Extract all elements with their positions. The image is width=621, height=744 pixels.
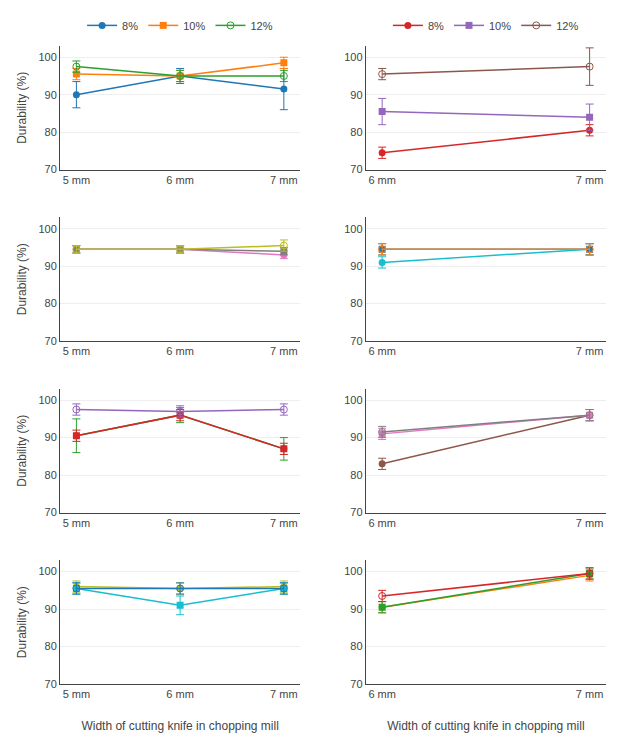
svg-text:80: 80 (45, 297, 57, 309)
svg-text:80: 80 (45, 469, 57, 481)
svg-text:10%: 10% (183, 20, 205, 32)
svg-text:90: 90 (350, 431, 362, 443)
svg-text:100: 100 (344, 51, 362, 63)
svg-text:100: 100 (38, 223, 56, 235)
svg-text:Durability (%): Durability (%) (15, 415, 29, 487)
svg-text:70: 70 (350, 163, 362, 175)
svg-text:80: 80 (45, 126, 57, 138)
svg-text:6 mm: 6 mm (368, 517, 396, 529)
svg-text:12%: 12% (250, 20, 272, 32)
svg-text:10%: 10% (489, 20, 511, 32)
svg-text:7 mm: 7 mm (576, 688, 604, 700)
svg-text:7 mm: 7 mm (576, 174, 604, 186)
svg-text:70: 70 (45, 506, 57, 518)
svg-text:7 mm: 7 mm (270, 517, 298, 529)
svg-text:70: 70 (45, 163, 57, 175)
svg-text:100: 100 (344, 565, 362, 577)
svg-text:70: 70 (350, 506, 362, 518)
svg-text:80: 80 (350, 126, 362, 138)
svg-text:7 mm: 7 mm (576, 345, 604, 357)
svg-text:90: 90 (350, 260, 362, 272)
svg-text:80: 80 (350, 640, 362, 652)
svg-text:90: 90 (45, 260, 57, 272)
svg-text:7 mm: 7 mm (270, 174, 298, 186)
svg-text:Width of cutting knife in chop: Width of cutting knife in chopping mill (387, 719, 584, 733)
svg-text:6 mm: 6 mm (166, 345, 194, 357)
svg-text:6 mm: 6 mm (166, 174, 194, 186)
svg-text:90: 90 (45, 89, 57, 101)
svg-text:7 mm: 7 mm (576, 517, 604, 529)
svg-text:100: 100 (38, 394, 56, 406)
svg-text:Durability (%): Durability (%) (15, 243, 29, 315)
svg-text:6 mm: 6 mm (166, 517, 194, 529)
svg-text:12%: 12% (556, 20, 578, 32)
svg-text:8%: 8% (122, 20, 138, 32)
svg-text:6 mm: 6 mm (368, 688, 396, 700)
svg-text:80: 80 (350, 469, 362, 481)
svg-text:90: 90 (45, 431, 57, 443)
svg-text:90: 90 (350, 603, 362, 615)
svg-text:70: 70 (350, 335, 362, 347)
svg-text:6 mm: 6 mm (166, 688, 194, 700)
svg-text:90: 90 (350, 89, 362, 101)
svg-text:100: 100 (38, 565, 56, 577)
svg-text:90: 90 (45, 603, 57, 615)
svg-text:7 mm: 7 mm (270, 688, 298, 700)
svg-text:80: 80 (45, 640, 57, 652)
svg-text:100: 100 (38, 51, 56, 63)
svg-text:Width of cutting knife in chop: Width of cutting knife in chopping mill (81, 719, 278, 733)
svg-text:100: 100 (344, 394, 362, 406)
svg-text:6 mm: 6 mm (368, 345, 396, 357)
svg-text:6 mm: 6 mm (368, 174, 396, 186)
svg-text:8%: 8% (428, 20, 444, 32)
svg-text:70: 70 (45, 335, 57, 347)
svg-text:5 mm: 5 mm (63, 174, 91, 186)
svg-text:5 mm: 5 mm (63, 345, 91, 357)
svg-text:Durability (%): Durability (%) (15, 586, 29, 658)
svg-text:70: 70 (350, 678, 362, 690)
svg-text:80: 80 (350, 297, 362, 309)
svg-text:5 mm: 5 mm (63, 688, 91, 700)
svg-text:5 mm: 5 mm (63, 517, 91, 529)
svg-text:70: 70 (45, 678, 57, 690)
svg-text:Durability (%): Durability (%) (15, 72, 29, 144)
svg-text:7 mm: 7 mm (270, 345, 298, 357)
svg-text:100: 100 (344, 223, 362, 235)
